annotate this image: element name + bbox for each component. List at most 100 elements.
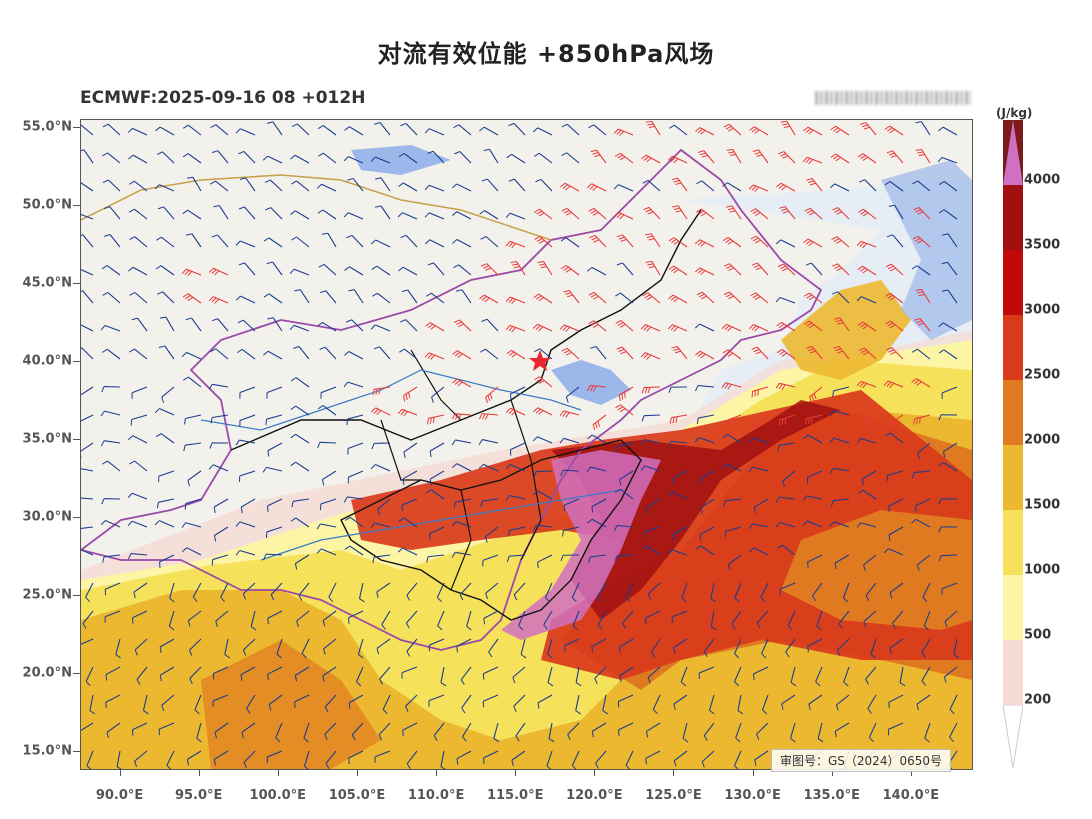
yellow-river (200, 369, 582, 431)
wind-barb (650, 638, 661, 653)
wind-barb-feather (187, 480, 190, 487)
wind-barb-feather (158, 345, 165, 348)
wind-barb-feather (458, 323, 464, 328)
wind-barb-feather (592, 152, 599, 155)
wind-barb-feather (505, 325, 511, 331)
wind-barb-feather (619, 408, 626, 413)
wind-barb-feather (480, 348, 486, 353)
wind-barb (752, 437, 769, 444)
wind-barb-feather (316, 523, 321, 530)
wind-barb-feather (645, 260, 652, 263)
wind-barb (81, 386, 94, 396)
wind-barb-feather (622, 622, 626, 629)
wind-barb-feather (127, 435, 134, 441)
wind-barb-feather (371, 443, 375, 450)
wind-barb-feather (668, 124, 675, 129)
wind-barb (348, 350, 364, 360)
wind-barb-feather (830, 125, 836, 131)
wind-barb (349, 516, 364, 528)
wind-barb-feather (775, 297, 781, 303)
wind-barb-feather (700, 507, 703, 515)
wind-barb-feather (453, 124, 459, 129)
wind-barb (351, 235, 364, 248)
wind-barb (456, 463, 472, 472)
wind-barb-feather (781, 384, 786, 390)
wind-barb (591, 434, 607, 444)
wind-barb-feather (727, 326, 733, 332)
wind-barb-feather (242, 649, 247, 656)
wind-barb (159, 638, 175, 648)
wind-barb (406, 638, 418, 652)
wind-barb (940, 554, 958, 557)
wind-barb (239, 439, 256, 444)
wind-barb (916, 265, 931, 276)
wind-barb-feather (533, 471, 537, 478)
wind-barb-feather (538, 240, 545, 244)
wind-barb-feather (697, 240, 703, 246)
wind-barb (376, 582, 391, 593)
wind-barb-feather (399, 348, 405, 353)
wind-barb-feather (324, 734, 328, 741)
wind-barb-feather (397, 408, 403, 415)
wind-barb-feather (832, 207, 838, 211)
wind-barb-feather (192, 596, 198, 602)
wind-barb-feather (478, 463, 484, 469)
wind-barb (239, 549, 256, 556)
wind-barb (455, 520, 472, 528)
wind-barb (428, 184, 445, 192)
wind-barb-feather (942, 451, 946, 458)
wind-barb (161, 694, 175, 706)
wind-barb (567, 722, 580, 735)
wind-barb-feather (912, 180, 918, 185)
wind-barb-feather (533, 152, 540, 157)
wind-barb (864, 179, 877, 192)
wind-barb-feather (586, 466, 591, 473)
wind-barb (947, 289, 958, 304)
wind-barb (357, 638, 364, 655)
wind-barb-feather (511, 410, 517, 416)
wind-barb-feather (835, 129, 841, 134)
wind-barb-feather (543, 624, 548, 630)
wind-barb (698, 385, 715, 388)
wind-barb-feather (159, 316, 167, 319)
wind-barb-feather (565, 292, 572, 295)
wind-barb-feather (235, 439, 240, 446)
wind-barb (944, 610, 958, 622)
wind-barb (509, 554, 526, 557)
wind-barb-feather (672, 205, 679, 208)
wind-barb-feather (621, 393, 624, 400)
wind-barb (867, 694, 877, 709)
wind-barb (320, 498, 337, 505)
wind-barb-feather (456, 758, 459, 765)
lat-tick-mark (73, 516, 80, 518)
wind-barb (241, 348, 256, 360)
colorbar-under-triangle (1003, 704, 1023, 768)
wind-barb (162, 151, 175, 164)
wind-barb-feather (433, 735, 438, 742)
wind-barb-feather (453, 319, 460, 323)
wind-barb-feather (856, 296, 862, 302)
wind-barb-feather (322, 620, 326, 627)
wind-barb-feather (211, 150, 218, 154)
wind-barb-feather (105, 674, 108, 681)
wind-barb-feather (760, 597, 766, 603)
wind-barb (433, 262, 445, 276)
wind-barb (270, 582, 283, 596)
wind-barb-feather (727, 207, 734, 211)
wind-barb (327, 232, 337, 248)
province-border-central (340, 439, 642, 621)
wind-barb-feather (670, 325, 676, 331)
wind-barb-feather (647, 263, 654, 266)
wind-barb (217, 318, 229, 332)
wind-barb-feather (451, 439, 456, 446)
wind-barb (510, 463, 526, 472)
wind-barb-feather (505, 296, 511, 302)
wind-barb-feather (590, 322, 597, 327)
wind-barb-feather (235, 521, 241, 527)
wind-barb (428, 694, 445, 702)
wind-barb-feather (618, 348, 625, 352)
wind-barb-feather (565, 268, 572, 273)
wind-barb-feather (750, 208, 756, 213)
wind-barb (358, 582, 364, 599)
wind-barb-feather (425, 322, 431, 327)
